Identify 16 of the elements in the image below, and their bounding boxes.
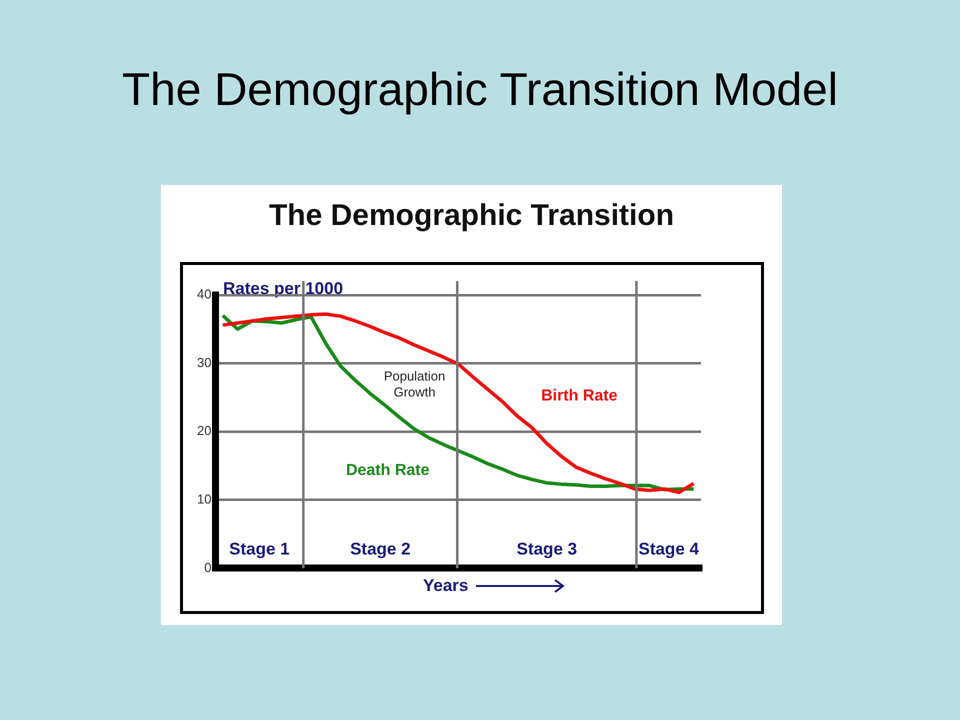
y-tick-label: 0 xyxy=(204,560,212,575)
y-tick-label: 40 xyxy=(196,286,212,302)
annotation: Stage 4 xyxy=(638,539,700,558)
y-tick-label: 10 xyxy=(196,491,212,506)
y-axis-title: Rates per 1000 xyxy=(223,279,344,299)
chart-title: The Demographic Transition Model xyxy=(121,62,839,116)
y-tick-label: 20 xyxy=(196,423,212,438)
annotation: Stage 2 xyxy=(350,539,411,558)
chart-subtitle: The Demographic Transition xyxy=(268,199,676,233)
series-label: Birth Rate xyxy=(541,387,618,404)
series-label: Death Rate xyxy=(346,462,430,479)
annotation: Stage 1 xyxy=(229,539,290,558)
annotation: Stage 3 xyxy=(516,539,578,558)
y-tick-label: 30 xyxy=(196,354,212,370)
x-axis-title: Years xyxy=(423,576,468,596)
annotation: Population Growth xyxy=(384,368,446,400)
